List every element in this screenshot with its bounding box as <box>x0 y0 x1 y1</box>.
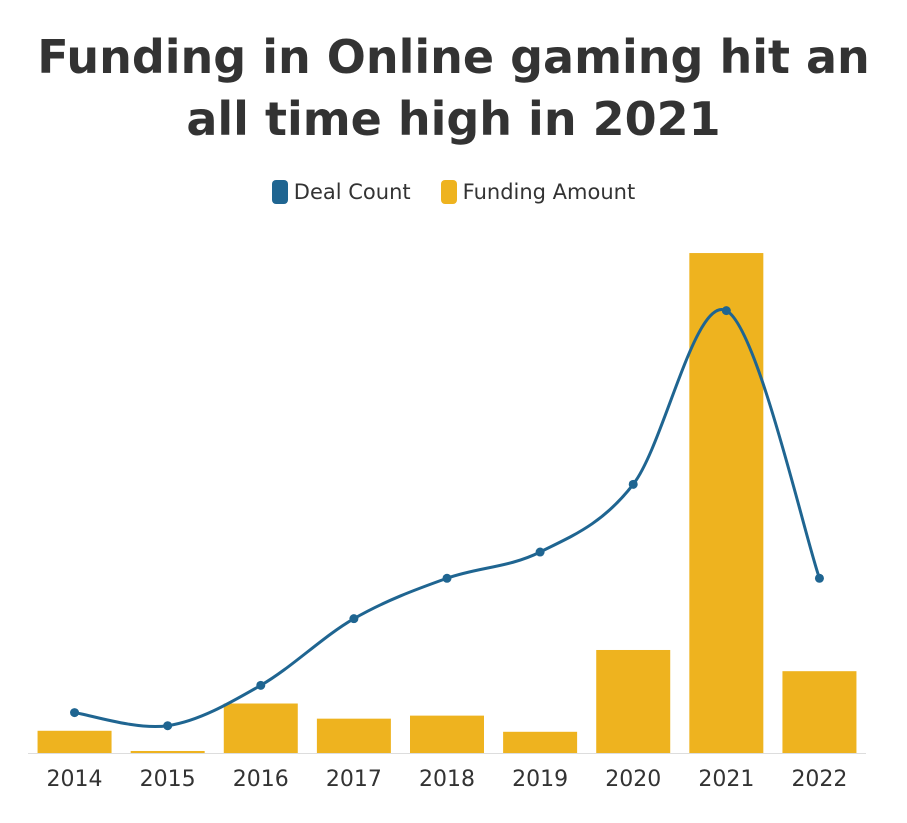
bar-2016 <box>223 703 298 753</box>
legend-item-funding-amount: Funding Amount <box>440 180 636 204</box>
bar-2017 <box>316 718 391 753</box>
bar-2022 <box>782 671 857 753</box>
bar-2018 <box>410 715 484 753</box>
x-tick-label-2014: 2014 <box>47 767 103 792</box>
deal-count-point-2018 <box>442 573 452 583</box>
x-tick-label-2021: 2021 <box>698 767 754 792</box>
deal-count-point-2022 <box>814 573 824 583</box>
x-tick-label-2022: 2022 <box>791 767 847 792</box>
x-tick-label-2018: 2018 <box>419 767 475 792</box>
legend-item-deal-count: Deal Count <box>271 180 411 204</box>
chart-title: Funding in Online gaming hit an all time… <box>37 30 870 146</box>
deal-count-point-2015 <box>163 721 173 731</box>
legend-swatch-funding-amount <box>440 180 457 204</box>
bar-2015 <box>130 750 205 753</box>
deal-count-point-2014 <box>70 708 80 718</box>
deal-count-point-2020 <box>628 479 638 489</box>
legend-label-funding-amount: Funding Amount <box>462 180 636 204</box>
x-tick-label-2020: 2020 <box>605 767 661 792</box>
bar-2020 <box>596 649 671 753</box>
x-tick-label-2019: 2019 <box>512 767 568 792</box>
x-tick-label-2016: 2016 <box>233 767 289 792</box>
deal-count-point-2019 <box>535 547 545 557</box>
x-tick-label-2015: 2015 <box>140 767 196 792</box>
bar-2021 <box>689 253 764 754</box>
legend: Deal Count Funding Amount <box>0 180 907 204</box>
legend-swatch-deal-count <box>271 180 288 204</box>
legend-label-deal-count: Deal Count <box>293 180 411 204</box>
deal-count-point-2016 <box>256 680 266 690</box>
deal-count-point-2021 <box>721 306 731 316</box>
x-tick-label-2017: 2017 <box>326 767 382 792</box>
bar-2019 <box>503 731 578 753</box>
deal-count-point-2017 <box>349 614 359 624</box>
bar-2014 <box>37 730 112 753</box>
